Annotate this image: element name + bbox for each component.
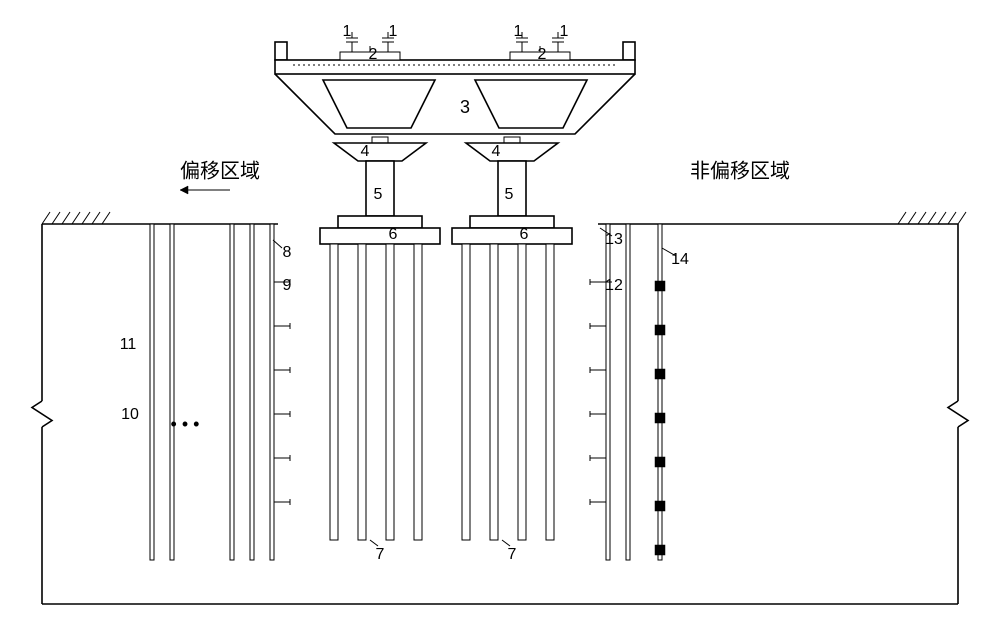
label-n9: 9	[283, 277, 292, 294]
label-n6: 6	[520, 226, 529, 243]
label-n2: 2	[369, 46, 378, 63]
label-n14: 14	[671, 251, 689, 268]
label-n4: 4	[492, 143, 501, 160]
label-n10: 10	[121, 406, 139, 423]
label-n6: 6	[389, 226, 398, 243]
label-n13: 13	[605, 231, 623, 248]
label-n2: 2	[538, 46, 547, 63]
label-n5: 5	[505, 186, 514, 203]
label-n1: 1	[343, 23, 352, 40]
right-soil-piles	[590, 224, 665, 560]
label-n1: 1	[560, 23, 569, 40]
labels: 偏移区域非偏移区域111122344556677891011121314• • …	[120, 23, 790, 563]
label-n1: 1	[514, 23, 523, 40]
label-n1: 1	[389, 23, 398, 40]
label-n8: 8	[283, 244, 292, 261]
box-girder	[275, 42, 635, 134]
label-offset-region: 偏移区域	[180, 159, 260, 182]
label-n7: 7	[376, 546, 385, 563]
label-n5: 5	[374, 186, 383, 203]
foundation-piles	[330, 244, 554, 540]
label-n4: 4	[361, 143, 370, 160]
label-n12: 12	[605, 277, 623, 294]
label-dots: • • •	[171, 414, 200, 434]
offset-arrow	[180, 186, 230, 194]
label-n7: 7	[508, 546, 517, 563]
left-soil-piles	[150, 224, 290, 560]
label-non-offset-region: 非偏移区域	[690, 159, 790, 182]
label-n3: 3	[460, 97, 470, 117]
label-n11: 11	[120, 336, 137, 353]
